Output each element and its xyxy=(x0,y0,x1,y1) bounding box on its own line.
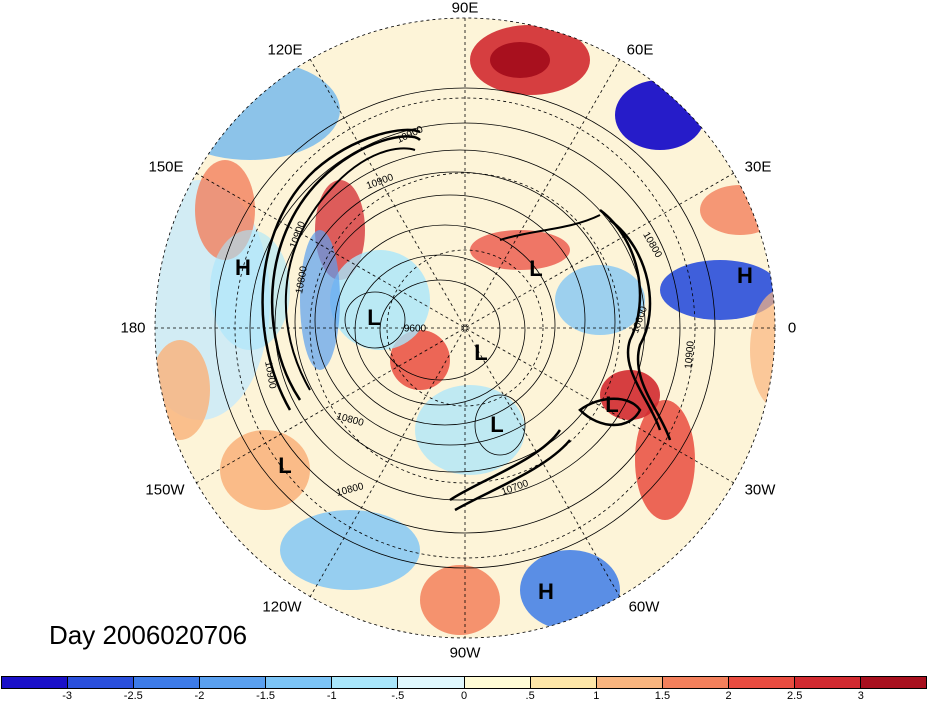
low-label: L xyxy=(490,412,504,437)
colorbar-swatch xyxy=(728,677,795,688)
colorbar-swatch xyxy=(266,677,333,688)
colorbar-swatch xyxy=(2,677,69,688)
colorbar-swatch xyxy=(332,677,399,688)
polar-map xyxy=(154,17,776,639)
colorbar-swatch xyxy=(530,677,597,688)
high-label: H xyxy=(538,579,554,604)
high-label: H xyxy=(737,263,753,288)
colorbar-swatch xyxy=(464,677,531,688)
colorbar-tick-label: 2.5 xyxy=(787,690,803,702)
colorbar-tick-label: 1.5 xyxy=(654,690,671,702)
colorbar-swatch xyxy=(861,677,927,688)
colorbar xyxy=(1,676,927,689)
colorbar-tick-label: .5 xyxy=(525,690,535,702)
lon-label-30e: 30E xyxy=(744,158,772,176)
colorbar-tick-label: 3 xyxy=(857,690,864,702)
low-label: L xyxy=(605,392,619,417)
lon-label-30w: 30W xyxy=(744,481,776,499)
colorbar-swatch xyxy=(794,677,862,688)
lon-label-90w: 90W xyxy=(449,644,481,662)
colorbar-swatch xyxy=(398,677,465,688)
lon-label-150e: 150E xyxy=(148,158,184,176)
colorbar-tick-label: 0 xyxy=(460,690,468,702)
contour-label: 9600 xyxy=(403,323,427,335)
colorbar-swatch xyxy=(662,677,729,688)
colorbar-tick-label: -3 xyxy=(62,690,73,702)
colorbar-tick-label: -1 xyxy=(326,690,337,702)
lon-label-60w: 60W xyxy=(628,598,660,616)
low-label: L xyxy=(367,305,381,330)
low-label: L xyxy=(529,256,543,281)
colorbar-tick-label: 1 xyxy=(593,690,600,702)
colorbar-tick-label: -2.5 xyxy=(123,690,143,702)
lon-label-60e: 60E xyxy=(626,41,654,59)
colorbar-swatch xyxy=(200,677,267,688)
colorbar-tick-label: -1.5 xyxy=(256,690,276,702)
lon-label-180: 180 xyxy=(120,319,146,337)
lon-label-90e: 90E xyxy=(451,0,479,17)
lon-label-120w: 120W xyxy=(262,598,302,616)
low-label: L xyxy=(278,453,292,478)
lon-label-120e: 120E xyxy=(267,41,303,59)
colorbar-swatch xyxy=(68,677,135,688)
high-label: H xyxy=(235,255,251,280)
lon-label-0: 0 xyxy=(787,319,797,337)
colorbar-tick-label: -2 xyxy=(194,690,205,702)
colorbar-tick-label: -.5 xyxy=(391,690,405,702)
colorbar-swatch xyxy=(596,677,663,688)
day-title: Day 2006020706 xyxy=(49,620,248,650)
colorbar-tick-label: 2 xyxy=(725,690,732,702)
colorbar-swatch xyxy=(134,677,201,688)
graticule xyxy=(155,18,775,638)
lon-label-150w: 150W xyxy=(145,481,185,499)
low-label: L xyxy=(474,340,488,365)
map-boundary xyxy=(154,17,776,639)
